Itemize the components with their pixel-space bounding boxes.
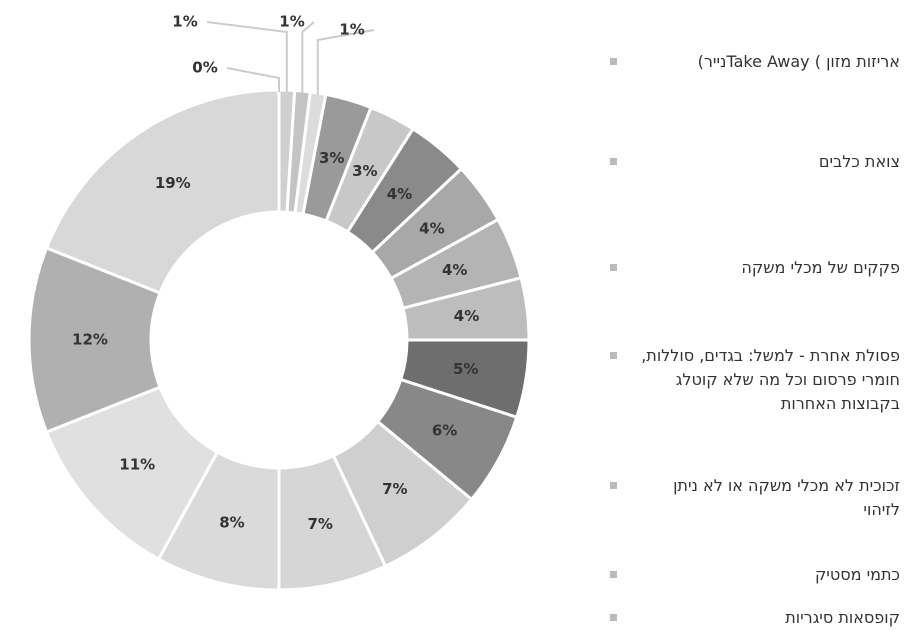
- legend-label: צואת כלבים: [818, 152, 900, 171]
- data-label: 6%: [432, 422, 457, 440]
- legend-item: פקקים של מכלי משקה: [610, 256, 900, 280]
- data-label: 8%: [219, 514, 244, 532]
- legend-item: זכוכית לא מכלי משקה או לא ניתן לזיהוי: [610, 474, 900, 522]
- legend-swatch: [610, 614, 617, 621]
- legend-label: פסולת אחרת - למשל: בגדים, סוללות, חומרי …: [641, 346, 900, 413]
- legend-swatch: [610, 482, 617, 489]
- data-label: 3%: [319, 149, 344, 167]
- data-label: 0%: [192, 59, 217, 77]
- data-label: 11%: [119, 455, 155, 473]
- donut-slice: [44, 88, 281, 295]
- data-label: 1%: [172, 13, 197, 31]
- legend-label: אריזות מזון ) Take Awayנייר): [697, 52, 900, 71]
- data-label: 12%: [72, 331, 108, 349]
- data-label: 1%: [279, 13, 304, 31]
- data-label: 4%: [387, 185, 412, 203]
- legend-swatch: [610, 264, 617, 271]
- data-label: 7%: [307, 515, 332, 533]
- leader-line: [301, 21, 315, 94]
- legend-swatch: [610, 571, 617, 578]
- legend-label: כתמי מסטיק: [814, 565, 900, 584]
- data-label: 5%: [453, 360, 478, 378]
- legend-label: קופסאות סיגריות: [785, 608, 900, 627]
- legend: אריזות מזון ) Take Awayנייר) צואת כלבים פק…: [610, 0, 905, 634]
- legend-item: צואת כלבים: [610, 150, 900, 174]
- legend-item: אריזות מזון ) Take Awayנייר): [610, 50, 900, 74]
- legend-label: זכוכית לא מכלי משקה או לא ניתן לזיהוי: [673, 476, 900, 519]
- data-label: 19%: [155, 174, 191, 192]
- data-label: 4%: [419, 219, 444, 237]
- legend-item: פסולת אחרת - למשל: בגדים, סוללות, חומרי …: [610, 344, 900, 416]
- data-label: 1%: [339, 21, 364, 39]
- legend-swatch: [610, 158, 617, 165]
- legend-item: קופסאות סיגריות: [610, 606, 900, 630]
- data-label: 3%: [352, 162, 377, 180]
- legend-swatch: [610, 352, 617, 359]
- leader-line: [226, 67, 280, 92]
- leader-line: [316, 29, 375, 96]
- data-label: 4%: [442, 261, 467, 279]
- leader-line: [206, 21, 288, 93]
- data-label: 4%: [454, 307, 479, 325]
- legend-label: פקקים של מכלי משקה: [741, 258, 900, 277]
- chart: 3% 3% 4% 4% 4% 4% 5% 6% 7% 7% 8% 11% 12% 19% 0% 1% 1% 1%: [27, 13, 531, 592]
- data-label: 7%: [382, 480, 407, 498]
- legend-swatch: [610, 58, 617, 65]
- legend-item: כתמי מסטיק: [610, 563, 900, 587]
